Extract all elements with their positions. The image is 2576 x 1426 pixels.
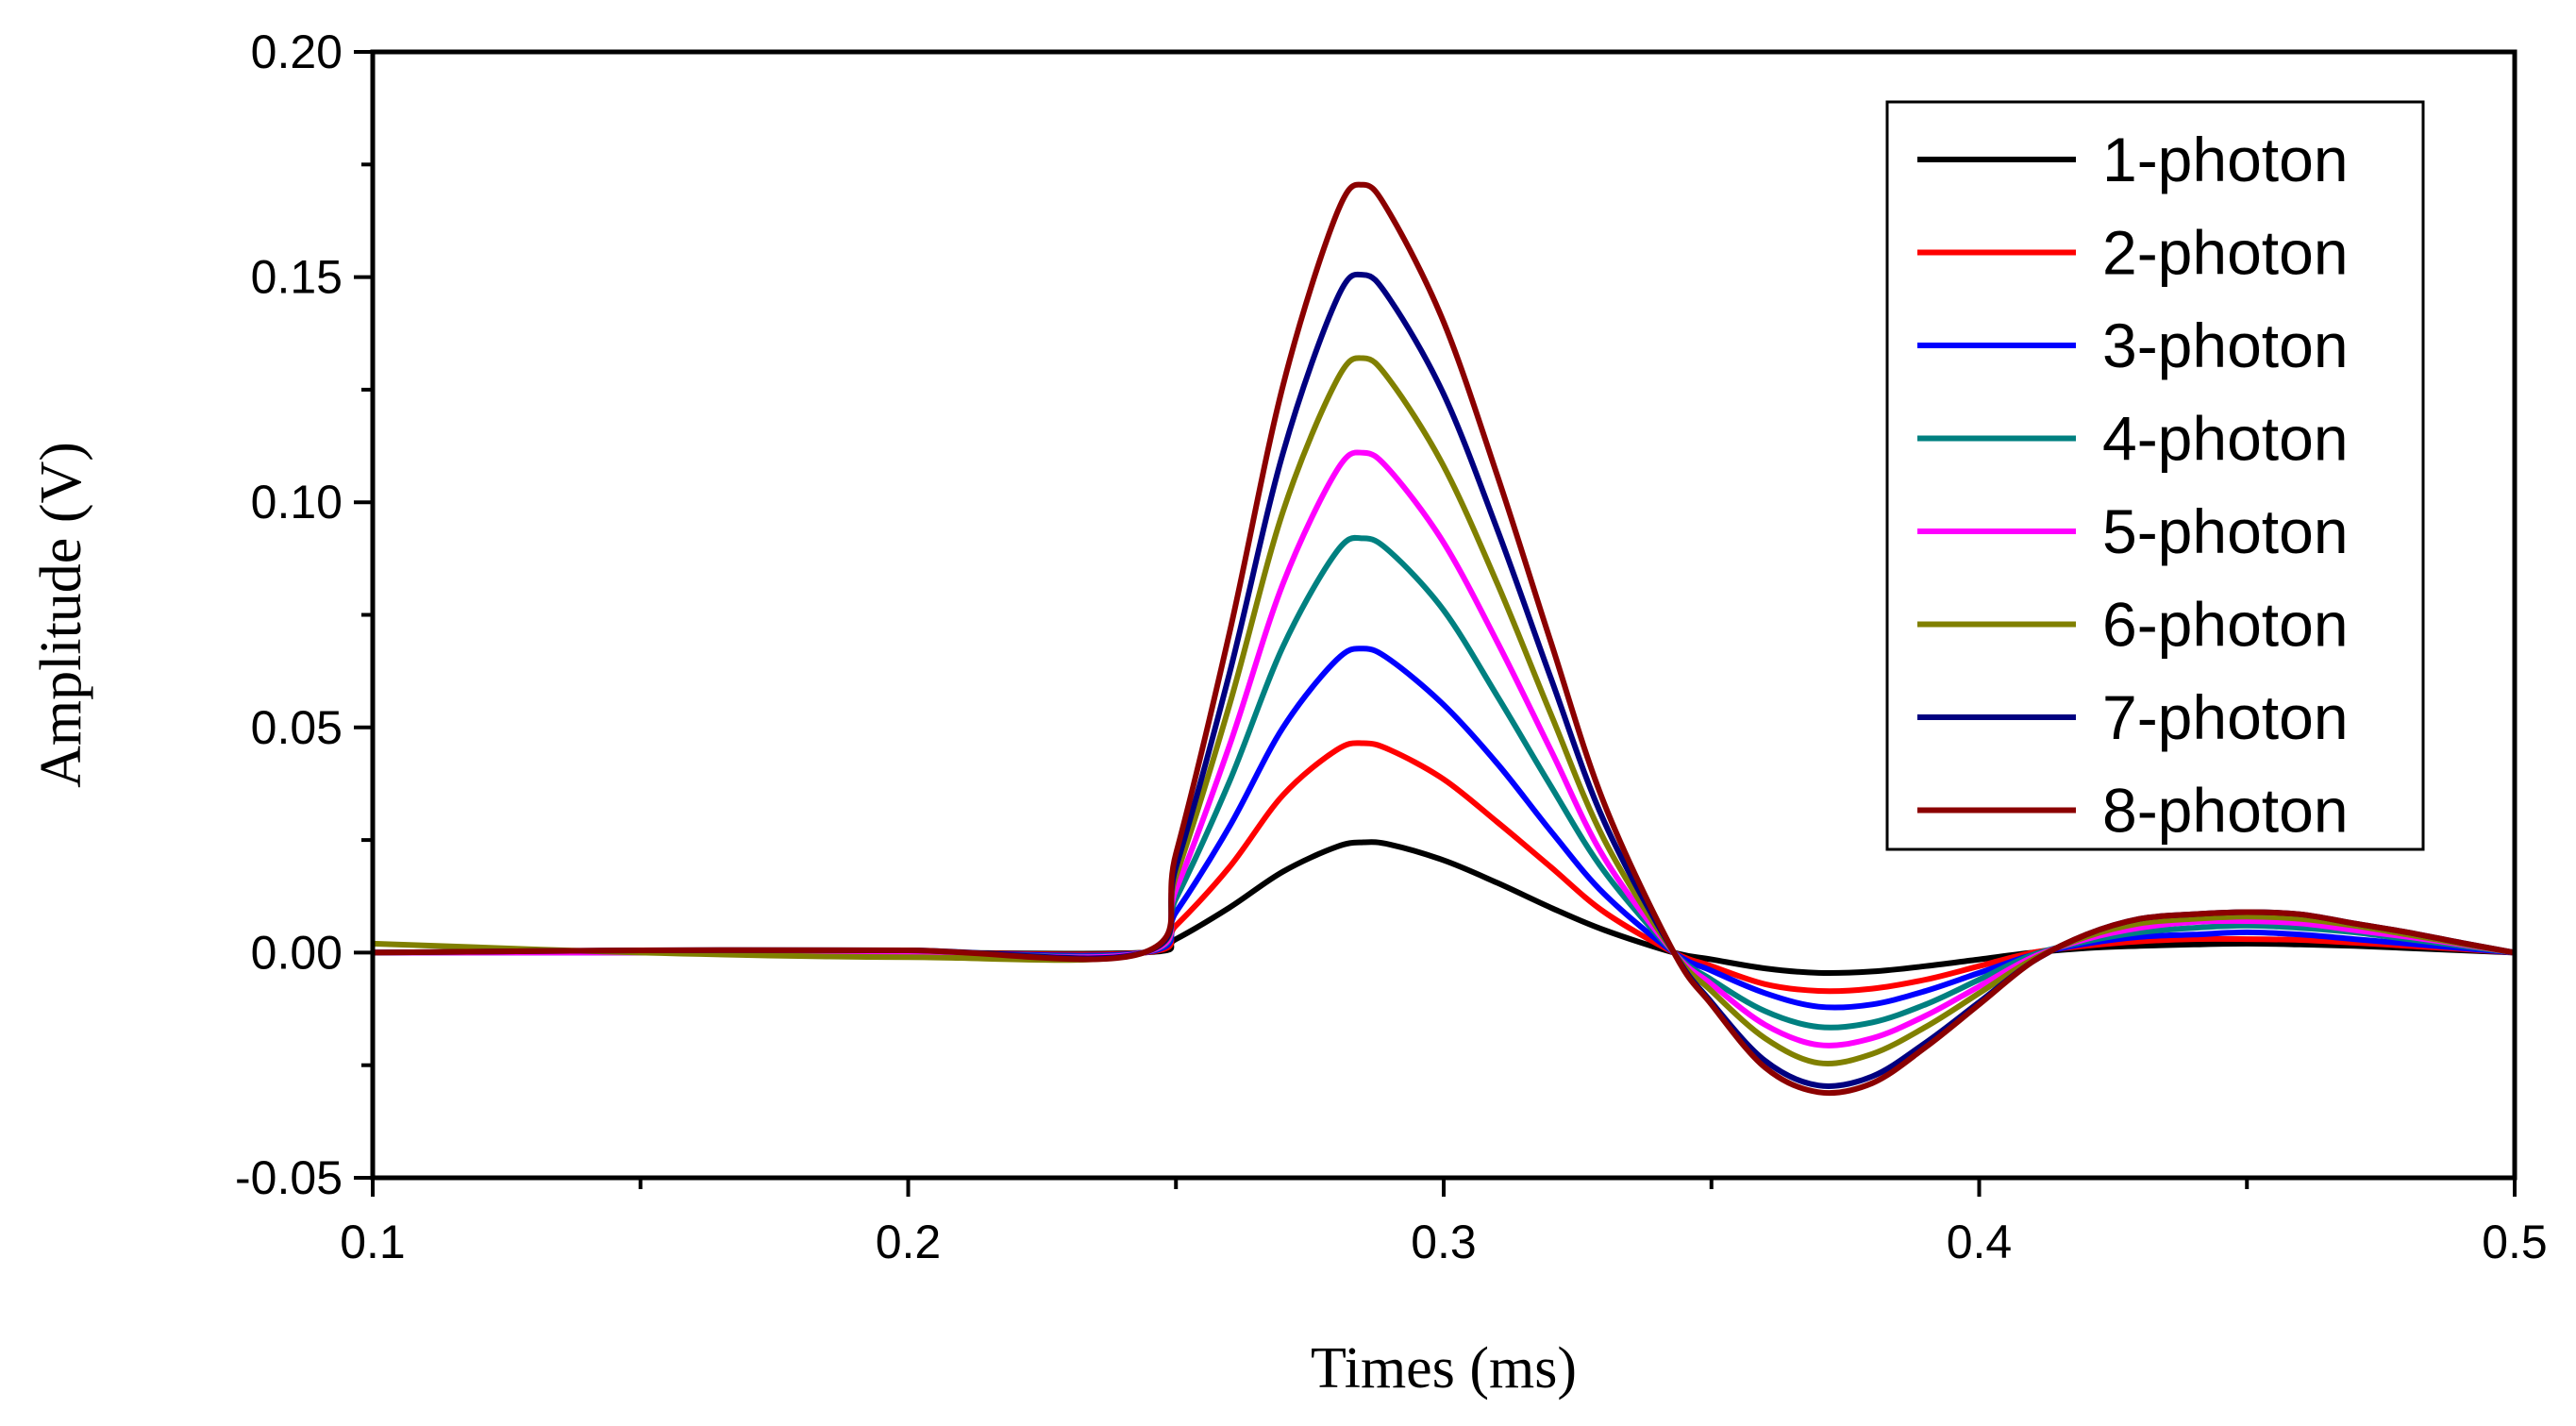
legend-label-5: 5-photon bbox=[2102, 496, 2349, 566]
legend-box bbox=[1885, 100, 2425, 851]
legend-label-6: 6-photon bbox=[2102, 590, 2349, 660]
series-layer bbox=[372, 181, 2516, 1097]
x-tick-label: 0.5 bbox=[2482, 1216, 2548, 1268]
x-tick-label: 0.4 bbox=[1947, 1216, 2013, 1268]
y-tick-label: 0.10 bbox=[251, 476, 343, 528]
x-tick-label: 0.1 bbox=[340, 1216, 406, 1268]
legend-label-7: 7-photon bbox=[2102, 682, 2349, 752]
y-tick-label: 0.20 bbox=[251, 25, 343, 78]
y-tick-label: 0.15 bbox=[251, 251, 343, 304]
legend-label-1: 1-photon bbox=[2102, 125, 2349, 194]
y-tick-label: 0.00 bbox=[251, 926, 343, 979]
x-tick-label: 0.3 bbox=[1411, 1216, 1477, 1268]
legend-label-4: 4-photon bbox=[2102, 404, 2349, 474]
legend-label-8: 8-photon bbox=[2102, 776, 2349, 846]
axis-ticks: 0.1 0.2 0.3 0.4 0.5 -0.05 0.00 0.05 0.10 0.15 0.20 bbox=[235, 25, 2548, 1268]
legend: 1-photon 2-photon 3-photon 4-photon 5-photon… bbox=[1885, 100, 2425, 851]
legend-label-3: 3-photon bbox=[2102, 310, 2349, 380]
x-tick-label: 0.2 bbox=[876, 1216, 942, 1268]
legend-label-2: 2-photon bbox=[2102, 218, 2349, 288]
y-axis-title: Amplitude (V) bbox=[29, 442, 93, 788]
y-tick-label: -0.05 bbox=[235, 1151, 343, 1204]
x-axis-title: Times (ms) bbox=[1311, 1336, 1577, 1401]
y-tick-label: 0.05 bbox=[251, 701, 343, 754]
series-line-8 bbox=[372, 181, 2516, 1097]
